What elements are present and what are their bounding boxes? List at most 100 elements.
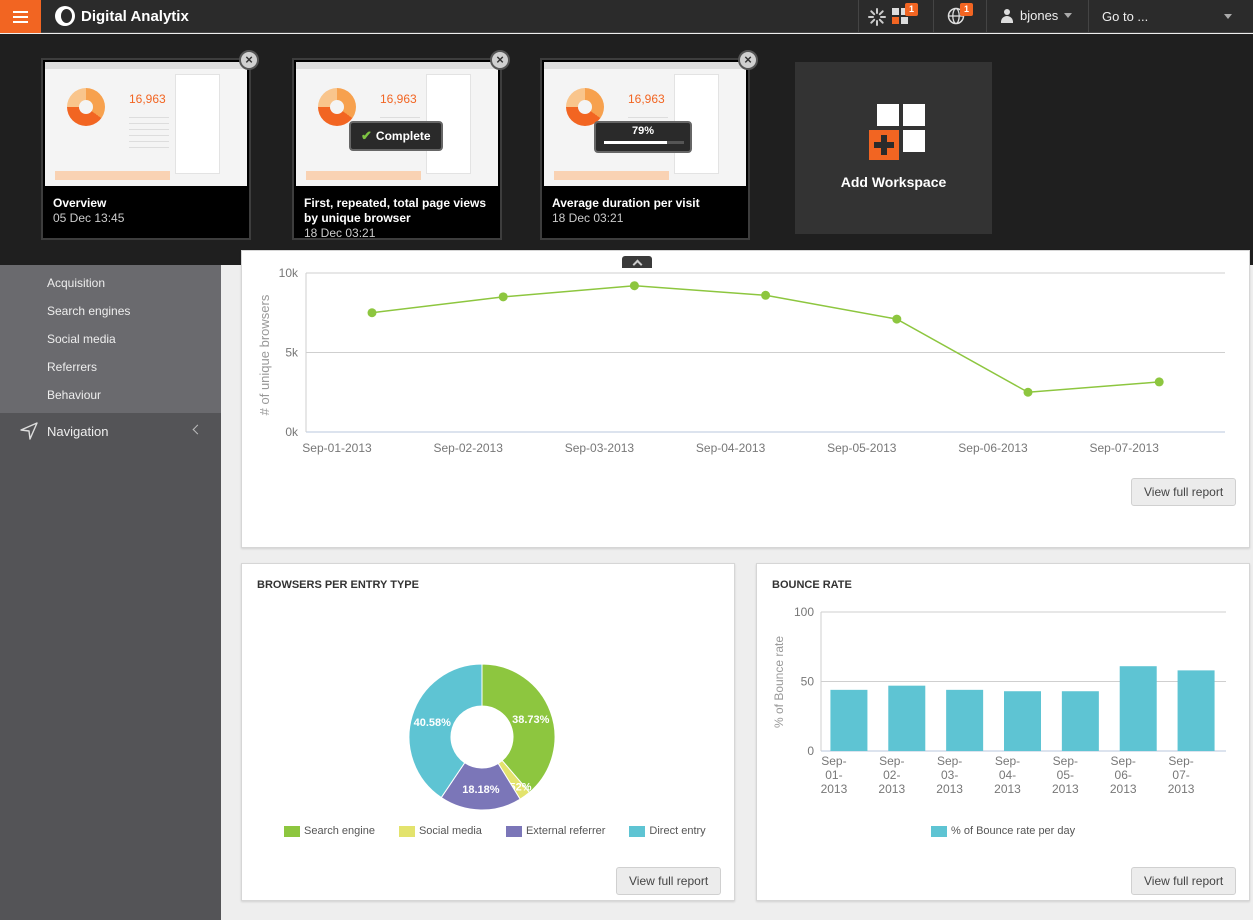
user-name: bjones (1020, 8, 1059, 23)
workspace-card[interactable]: 16,963 ✔ Complete First, repeated, total… (292, 50, 510, 240)
collapse-tray-button[interactable] (622, 256, 652, 269)
series-line (371, 284, 1160, 394)
y-tick-label: 10k (279, 266, 299, 280)
y-tick-label: 5k (285, 346, 299, 360)
legend-swatch (629, 825, 646, 837)
legend-label: Direct entry (649, 825, 706, 837)
workspace-date: 18 Dec 03:21 (552, 211, 624, 225)
add-workspace-button[interactable]: Add Workspace (795, 62, 992, 234)
view-full-report-button[interactable]: View full report (1131, 867, 1237, 895)
x-tick-label: 2013 (1110, 782, 1137, 796)
view-full-report-button[interactable]: View full report (1131, 478, 1237, 506)
workspace-thumbnail: 16,963 (45, 62, 247, 186)
bar (830, 689, 868, 751)
x-tick-label: Sep- (995, 754, 1020, 768)
x-tick-label: 04- (999, 768, 1016, 782)
globe-badge: 1 (960, 3, 973, 16)
x-tick-label: 02- (883, 768, 900, 782)
legend-item: External referrer (505, 825, 606, 837)
close-icon[interactable]: × (738, 50, 758, 70)
sidebar-item-referrers[interactable]: Referrers (47, 360, 98, 374)
workspace-card[interactable]: 16,963 79% Average duration per visit 18… (540, 50, 758, 240)
x-tick-label: Sep- (1111, 754, 1136, 768)
legend-swatch (398, 825, 415, 837)
sidebar-item-search-engines[interactable]: Search engines (47, 304, 131, 318)
sidebar-item-label: Navigation (47, 423, 109, 439)
workspace-date: 18 Dec 03:21 (304, 226, 376, 240)
close-icon[interactable]: × (239, 50, 259, 70)
sidebar-item-social-media[interactable]: Social media (47, 332, 116, 346)
divider (1088, 0, 1089, 33)
workspace-title: Overview (53, 196, 107, 210)
unique-browsers-panel: # of unique browsers 10k 5k 0k Sep-01-2013 S… (241, 250, 1250, 548)
slice-label: 18.18% (462, 784, 500, 796)
workspaces-icon[interactable] (891, 7, 909, 30)
complete-status: ✔ Complete (349, 121, 443, 151)
x-tick-label: Sep-03-2013 (565, 441, 635, 455)
status-label: Complete (375, 129, 431, 143)
progress-label: 79% (631, 125, 655, 137)
check-icon: ✔ (361, 128, 372, 143)
panel-title: BOUNCE RATE (772, 579, 852, 591)
app-name: Digital Analytix (81, 7, 189, 25)
data-point (892, 314, 902, 324)
x-tick-label: Sep- (879, 754, 904, 768)
bounce-rate-panel: BOUNCE RATE % of Bounce rate 100 50 0 Sep- 0… (756, 563, 1250, 901)
x-tick-label: Sep-05-2013 (827, 441, 897, 455)
workspace-card[interactable]: 16,963 Overview 05 Dec 13:45 × (41, 50, 259, 240)
legend-label: External referrer (525, 825, 606, 837)
spinner-icon (867, 7, 887, 32)
legend-swatch (505, 825, 522, 837)
user-menu[interactable]: bjones (1000, 8, 1073, 23)
data-point (1154, 377, 1164, 387)
x-tick-label: Sep-07-2013 (1090, 441, 1160, 455)
progress-indicator: 79% (594, 121, 692, 153)
y-tick-label: 0k (285, 425, 299, 439)
chart-legend: Search engine Social media External referr… (284, 825, 706, 837)
bar (1119, 666, 1157, 751)
x-tick-label: 07- (1172, 768, 1189, 782)
view-full-report-button[interactable]: View full report (616, 867, 722, 895)
data-point (629, 281, 639, 291)
user-icon (1000, 8, 1014, 23)
x-tick-label: 06- (1115, 768, 1132, 782)
y-axis-label: # of unique browsers (257, 294, 272, 415)
goto-dropdown[interactable]: Go to ... (1092, 0, 1242, 33)
legend-item: Direct entry (629, 825, 706, 837)
pie-slice (481, 663, 556, 794)
chevron-left-icon (192, 424, 203, 435)
app-logo[interactable]: Digital Analytix (55, 6, 189, 26)
x-tick-label: Sep- (821, 754, 846, 768)
legend-item: Search engine (284, 825, 375, 837)
sidebar-item-behaviour[interactable]: Behaviour (47, 388, 102, 402)
y-tick-label: 50 (801, 675, 815, 689)
hamburger-menu-button[interactable] (0, 0, 41, 33)
bar (888, 685, 926, 751)
x-tick-label: 01- (825, 768, 842, 782)
x-tick-label: Sep-04-2013 (696, 441, 766, 455)
data-point (1023, 387, 1033, 397)
divider (858, 0, 859, 33)
add-workspace-label: Add Workspace (840, 174, 947, 190)
workspace-title: Average duration per visit (552, 196, 700, 210)
y-tick-label: 100 (794, 605, 814, 619)
sidebar-item-navigation[interactable]: Navigation (0, 413, 221, 449)
data-point (761, 290, 771, 300)
sidebar-item-acquisition[interactable]: Acquisition (47, 276, 106, 290)
chevron-down-icon (1064, 13, 1073, 18)
bar (1177, 670, 1215, 751)
bar (1061, 691, 1099, 751)
workspace-date: 05 Dec 13:45 (53, 211, 125, 225)
close-icon[interactable]: × (490, 50, 510, 70)
sidebar-submenu: Acquisition Search engines Social media … (0, 265, 221, 413)
x-tick-label: 2013 (936, 782, 963, 796)
entry-type-donut-chart: 38.73%2.52%18.18%40.58% (408, 663, 556, 811)
globe-icon[interactable] (947, 7, 965, 30)
x-tick-label: 2013 (821, 782, 848, 796)
x-tick-label: 2013 (1052, 782, 1079, 796)
panel-title: BROWSERS PER ENTRY TYPE (257, 579, 419, 591)
bar (1004, 691, 1041, 751)
goto-label: Go to ... (1102, 9, 1149, 24)
legend-item: % of Bounce rate per day (931, 825, 1075, 837)
